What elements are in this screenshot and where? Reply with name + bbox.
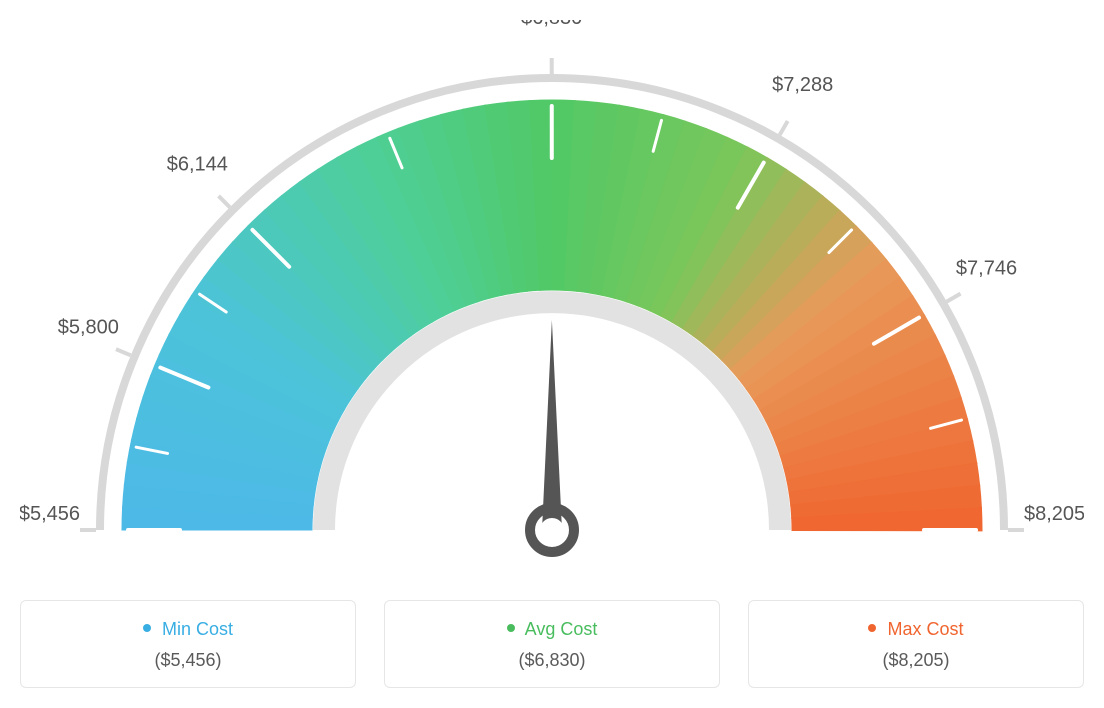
legend-avg-value: ($6,830) <box>395 650 709 671</box>
dot-icon <box>868 624 876 632</box>
gauge-svg: $5,456 $5,800 $6,144 $6,830 $7,288 $7,746 $8,2… <box>20 20 1084 580</box>
legend-max-value: ($8,205) <box>759 650 1073 671</box>
svg-text:$5,456: $5,456 <box>20 503 80 525</box>
legend-row: Min Cost ($5,456) Avg Cost ($6,830) Max … <box>20 600 1084 688</box>
legend-card-avg: Avg Cost ($6,830) <box>384 600 720 688</box>
legend-avg-title: Avg Cost <box>525 619 598 639</box>
dot-icon <box>507 624 515 632</box>
legend-min-title: Min Cost <box>162 619 233 639</box>
legend-max-title: Max Cost <box>887 619 963 639</box>
svg-text:$7,288: $7,288 <box>772 74 833 96</box>
svg-text:$6,830: $6,830 <box>521 20 582 29</box>
svg-text:$5,800: $5,800 <box>58 317 119 339</box>
svg-text:$6,144: $6,144 <box>167 154 228 176</box>
cost-gauge-chart: $5,456 $5,800 $6,144 $6,830 $7,288 $7,746 $8,2… <box>20 20 1084 688</box>
legend-min-value: ($5,456) <box>31 650 345 671</box>
legend-card-min: Min Cost ($5,456) <box>20 600 356 688</box>
svg-text:$8,205: $8,205 <box>1024 503 1084 525</box>
svg-text:$7,746: $7,746 <box>956 258 1017 280</box>
legend-card-max: Max Cost ($8,205) <box>748 600 1084 688</box>
dot-icon <box>143 624 151 632</box>
